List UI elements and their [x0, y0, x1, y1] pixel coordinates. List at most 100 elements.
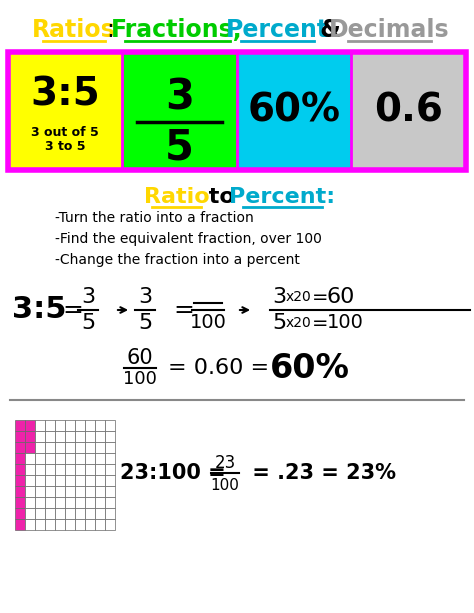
Bar [122, 52, 237, 170]
Bar [75, 464, 85, 475]
Text: 60%: 60% [248, 92, 341, 130]
Text: 3: 3 [272, 287, 286, 307]
Bar [25, 464, 35, 475]
Bar [105, 508, 115, 519]
Text: &: & [312, 18, 349, 42]
Bar [35, 464, 45, 475]
Bar [75, 431, 85, 442]
Bar [95, 508, 105, 519]
Bar [95, 486, 105, 497]
Bar [65, 431, 75, 442]
Bar [45, 497, 55, 508]
Bar [15, 486, 25, 497]
Bar [65, 420, 75, 431]
Bar [35, 475, 45, 486]
Text: 3 to 5: 3 to 5 [45, 140, 85, 153]
Bar [75, 420, 85, 431]
Text: = 0.60 =: = 0.60 = [168, 358, 269, 378]
Bar [55, 497, 65, 508]
Bar [15, 497, 25, 508]
Bar [237, 52, 352, 170]
Bar [55, 519, 65, 530]
Bar [85, 442, 95, 453]
Bar [85, 508, 95, 519]
Bar [15, 420, 25, 431]
Bar [352, 52, 466, 170]
Bar [105, 431, 115, 442]
Text: 60: 60 [327, 287, 356, 307]
Bar [15, 508, 25, 519]
Bar [95, 464, 105, 475]
Text: Ratios: Ratios [32, 18, 116, 42]
Bar [105, 519, 115, 530]
Bar [8, 52, 122, 170]
Bar [65, 475, 75, 486]
Bar [75, 497, 85, 508]
Text: 100: 100 [210, 478, 239, 492]
Bar [25, 453, 35, 464]
Bar [105, 497, 115, 508]
Text: = .23 = 23%: = .23 = 23% [245, 463, 396, 483]
Bar [25, 475, 35, 486]
Bar [95, 497, 105, 508]
Bar [85, 431, 95, 442]
Bar [45, 508, 55, 519]
Bar [85, 475, 95, 486]
Text: 3:5: 3:5 [12, 295, 66, 324]
Bar [75, 475, 85, 486]
Bar [65, 464, 75, 475]
Text: 23:100 =: 23:100 = [120, 463, 226, 483]
Text: 60: 60 [127, 348, 153, 368]
Text: Fractions,: Fractions, [111, 18, 243, 42]
Bar [105, 442, 115, 453]
Bar [75, 486, 85, 497]
Bar [35, 497, 45, 508]
Bar [75, 453, 85, 464]
Bar [45, 431, 55, 442]
Bar [85, 486, 95, 497]
Text: 23: 23 [214, 454, 236, 472]
Bar [15, 464, 25, 475]
Bar [85, 497, 95, 508]
Bar [55, 508, 65, 519]
Bar [55, 420, 65, 431]
Bar [15, 431, 25, 442]
Bar [25, 508, 35, 519]
Text: 100: 100 [327, 313, 364, 332]
Bar [45, 475, 55, 486]
Text: Percent: Percent [226, 18, 328, 42]
Bar [55, 431, 65, 442]
Bar [65, 453, 75, 464]
Text: -Turn the ratio into a fraction: -Turn the ratio into a fraction [55, 211, 254, 225]
Bar [25, 442, 35, 453]
Bar [95, 453, 105, 464]
Text: 5: 5 [81, 313, 95, 333]
Bar [75, 508, 85, 519]
Bar [105, 486, 115, 497]
Text: :: : [107, 18, 122, 42]
Bar [85, 464, 95, 475]
Bar [45, 486, 55, 497]
Bar [35, 420, 45, 431]
Text: Percent:: Percent: [229, 187, 336, 207]
Bar [105, 464, 115, 475]
Bar [55, 486, 65, 497]
Bar [55, 442, 65, 453]
Bar [25, 497, 35, 508]
Text: 3:5: 3:5 [30, 75, 100, 113]
Bar [15, 442, 25, 453]
Bar [85, 420, 95, 431]
Text: x20: x20 [286, 316, 312, 330]
Bar [95, 442, 105, 453]
Text: -Change the fraction into a percent: -Change the fraction into a percent [55, 253, 300, 267]
Bar [45, 442, 55, 453]
Bar [65, 519, 75, 530]
Text: 3: 3 [138, 287, 152, 307]
Text: 3: 3 [81, 287, 95, 307]
Bar [65, 508, 75, 519]
Text: x20: x20 [286, 290, 312, 304]
Bar [15, 519, 25, 530]
Bar [65, 486, 75, 497]
Text: 5: 5 [272, 313, 286, 333]
Text: 5: 5 [138, 313, 152, 333]
